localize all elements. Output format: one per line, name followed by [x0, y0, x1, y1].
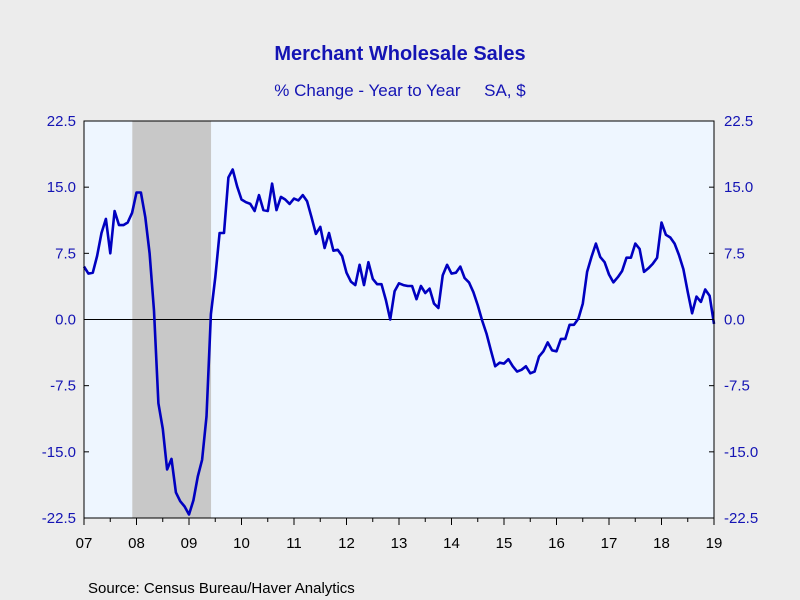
y-tick-label-right: 15.0 — [724, 179, 753, 196]
y-tick-label-left: -15.0 — [42, 444, 76, 461]
y-tick-label-left: 22.5 — [47, 113, 76, 130]
x-tick-label: 19 — [706, 535, 723, 552]
x-axis: 07 08 09 10 11 12 13 14 15 16 17 18 19 — [76, 518, 723, 552]
chart-title: Merchant Wholesale Sales — [274, 43, 525, 65]
x-tick-label: 17 — [601, 535, 618, 552]
y-tick-label-left: -22.5 — [42, 510, 76, 527]
y-tick-label-right: -7.5 — [724, 378, 750, 395]
x-tick-label: 07 — [76, 535, 93, 552]
y-tick-label-right: 7.5 — [724, 245, 745, 262]
x-tick-label: 10 — [233, 535, 250, 552]
y-axis-left: 22.5 15.0 7.5 0.0 -7.5 -15.0 -22.5 — [42, 113, 89, 527]
x-tick-label: 18 — [653, 535, 670, 552]
series-line — [82, 168, 716, 516]
x-tick-label: 14 — [443, 535, 460, 552]
source-note: Source: Census Bureau/Haver Analytics — [88, 580, 355, 597]
x-tick-label: 13 — [391, 535, 408, 552]
y-axis-right: 22.5 15.0 7.5 0.0 -7.5 -15.0 -22.5 — [709, 113, 758, 527]
x-tick-label: 16 — [548, 535, 565, 552]
y-tick-label-left: -7.5 — [50, 378, 76, 395]
x-tick-label: 08 — [128, 535, 145, 552]
x-tick-label: 12 — [338, 535, 355, 552]
y-tick-label-left: 0.0 — [55, 312, 76, 329]
y-tick-label-right: -15.0 — [724, 444, 758, 461]
x-tick-label: 09 — [181, 535, 198, 552]
x-tick-label: 11 — [286, 535, 302, 552]
chart-subtitle: % Change - Year to Year SA, $ — [274, 81, 526, 100]
y-tick-label-left: 15.0 — [47, 179, 76, 196]
x-tick-label: 15 — [496, 535, 513, 552]
y-tick-label-left: 7.5 — [55, 245, 76, 262]
y-tick-label-right: 0.0 — [724, 312, 745, 329]
y-tick-label-right: 22.5 — [724, 113, 753, 130]
y-tick-label-right: -22.5 — [724, 510, 758, 527]
